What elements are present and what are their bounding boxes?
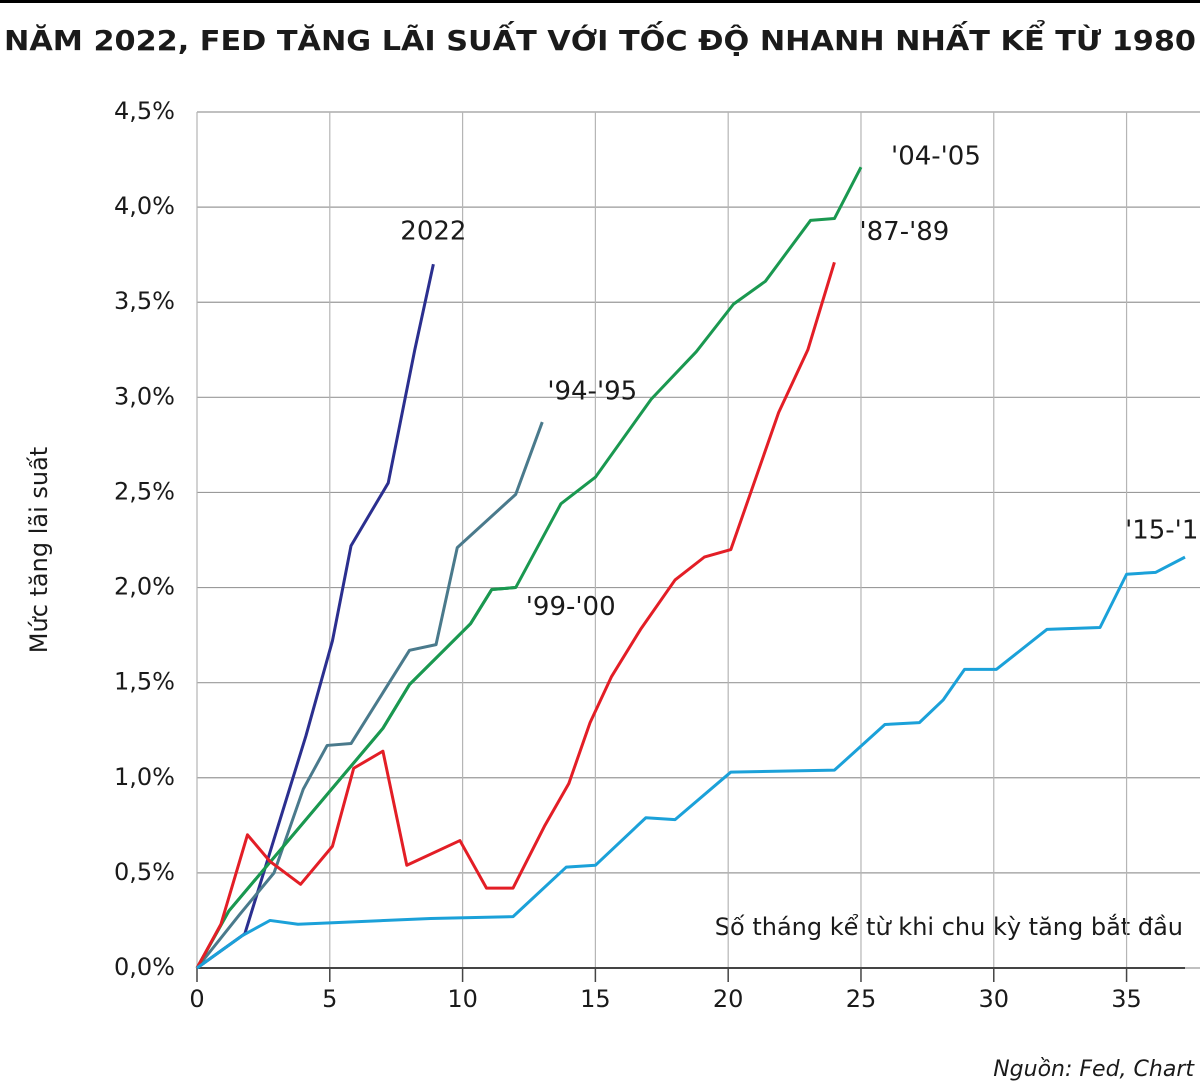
x-tick-label: 20 xyxy=(713,985,744,1013)
x-tick-label: 0 xyxy=(189,985,204,1013)
series-label: 2022 xyxy=(400,217,466,247)
series-label: '87-'89 xyxy=(859,217,949,247)
series-line xyxy=(195,261,836,969)
y-tick-label: 4,0% xyxy=(114,192,175,220)
y-tick-label: 2,0% xyxy=(114,573,175,601)
y-axis-label: Mức tăng lãi suất xyxy=(25,447,53,653)
top-rule xyxy=(0,0,1200,3)
series-line xyxy=(196,555,1186,970)
y-tick-label: 0,5% xyxy=(114,858,175,886)
y-tick-label: 4,5% xyxy=(114,97,175,125)
series-line xyxy=(196,263,435,970)
x-tick-label: 30 xyxy=(979,985,1010,1013)
chart-title: NĂM 2022, FED TĂNG LÃI SUẤT VỚI TỐC ĐỘ N… xyxy=(4,18,1196,57)
y-tick-label: 2,5% xyxy=(114,477,175,505)
x-tick-label: 25 xyxy=(846,985,877,1013)
series-line xyxy=(195,166,863,969)
series-label: '04-'05 xyxy=(891,142,981,172)
x-tick-label: 10 xyxy=(447,985,478,1013)
y-tick-label: 0,0% xyxy=(114,953,175,981)
y-tick-label: 1,0% xyxy=(114,763,175,791)
series-line xyxy=(195,421,544,969)
x-tick-label: 5 xyxy=(322,985,337,1013)
x-tick-label: 35 xyxy=(1111,985,1142,1013)
series-label: '94-'95 xyxy=(547,377,637,407)
series-label: '15-'18 xyxy=(1125,516,1200,546)
series-label: '99-'00 xyxy=(526,592,616,622)
x-tick-label: 15 xyxy=(580,985,611,1013)
y-tick-label: 3,5% xyxy=(114,287,175,315)
y-tick-label: 3,0% xyxy=(114,382,175,410)
y-tick-label: 1,5% xyxy=(114,668,175,696)
source: Nguồn: Fed, Chart xyxy=(993,1057,1195,1082)
x-axis-label: Số tháng kể từ khi chu kỳ tăng bắt đầu xyxy=(715,912,1183,941)
